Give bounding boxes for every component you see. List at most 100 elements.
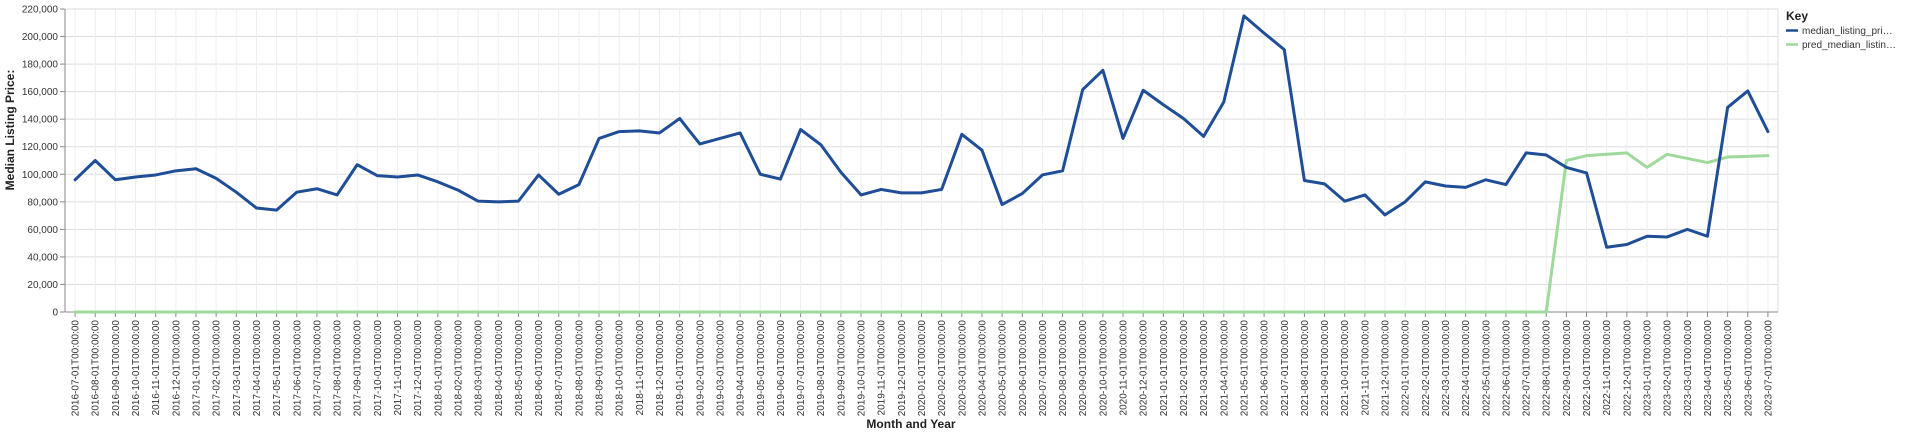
y-tick-label: 60,000 bbox=[27, 225, 58, 236]
series-line-median-listing-pri bbox=[73, 14, 1770, 249]
x-tick-label: 2019-08-01T00:00:00 bbox=[816, 320, 827, 417]
x-tick-label: 2018-06-01T00:00:00 bbox=[534, 320, 545, 417]
x-tick-label: 2022-06-01T00:00:00 bbox=[1501, 320, 1512, 417]
x-tick-label: 2019-05-01T00:00:00 bbox=[756, 320, 767, 417]
x-tick-label: 2018-02-01T00:00:00 bbox=[453, 320, 464, 417]
x-tick-label: 2019-02-01T00:00:00 bbox=[695, 320, 706, 417]
x-tick-label: 2018-12-01T00:00:00 bbox=[655, 320, 666, 417]
x-tick-label: 2022-02-01T00:00:00 bbox=[1421, 320, 1432, 417]
y-tick-label: 160,000 bbox=[22, 87, 59, 98]
x-tick-label: 2019-01-01T00:00:00 bbox=[675, 320, 686, 417]
x-tick-label: 2022-12-01T00:00:00 bbox=[1622, 320, 1633, 417]
x-tick-label: 2023-04-01T00:00:00 bbox=[1703, 320, 1714, 417]
x-tick-label: 2021-01-01T00:00:00 bbox=[1159, 320, 1170, 417]
x-tick-label: 2023-05-01T00:00:00 bbox=[1723, 320, 1734, 417]
x-tick-label: 2017-12-01T00:00:00 bbox=[413, 320, 424, 417]
x-tick-label: 2021-08-01T00:00:00 bbox=[1300, 320, 1311, 417]
x-tick-label: 2022-07-01T00:00:00 bbox=[1522, 320, 1533, 417]
x-tick-label: 2022-10-01T00:00:00 bbox=[1582, 320, 1593, 417]
x-tick-label: 2020-11-01T00:00:00 bbox=[1119, 320, 1130, 416]
x-tick-label: 2020-07-01T00:00:00 bbox=[1038, 320, 1049, 417]
x-tick-label: 2017-05-01T00:00:00 bbox=[272, 320, 283, 417]
x-tick-label: 2020-10-01T00:00:00 bbox=[1098, 320, 1109, 417]
x-tick-label: 2016-08-01T00:00:00 bbox=[91, 320, 102, 417]
x-tick-label: 2016-11-01T00:00:00 bbox=[151, 320, 162, 416]
x-tick-label: 2022-05-01T00:00:00 bbox=[1481, 320, 1492, 417]
x-tick-label: 2021-06-01T00:00:00 bbox=[1260, 320, 1271, 417]
x-tick-label: 2023-01-01T00:00:00 bbox=[1643, 320, 1654, 417]
series-line-pred-median-listin bbox=[73, 151, 1770, 314]
x-tick-label: 2019-06-01T00:00:00 bbox=[776, 320, 787, 417]
x-tick-label: 2020-05-01T00:00:00 bbox=[998, 320, 1009, 417]
x-tick-label: 2017-09-01T00:00:00 bbox=[353, 320, 364, 417]
x-tick-label: 2022-08-01T00:00:00 bbox=[1542, 320, 1553, 417]
x-tick-label: 2023-07-01T00:00:00 bbox=[1763, 320, 1774, 417]
x-tick-label: 2021-02-01T00:00:00 bbox=[1179, 320, 1190, 417]
x-tick-label: 2022-04-01T00:00:00 bbox=[1461, 320, 1472, 417]
x-tick-label: 2016-09-01T00:00:00 bbox=[111, 320, 122, 417]
y-tick-label: 0 bbox=[52, 308, 58, 319]
x-tick-label: 2021-03-01T00:00:00 bbox=[1199, 320, 1210, 417]
x-tick-label: 2020-01-01T00:00:00 bbox=[917, 320, 928, 417]
x-tick-label: 2016-10-01T00:00:00 bbox=[131, 320, 142, 417]
x-tick-label: 2021-11-01T00:00:00 bbox=[1360, 320, 1371, 416]
x-tick-label: 2021-10-01T00:00:00 bbox=[1340, 320, 1351, 417]
x-tick-label: 2020-08-01T00:00:00 bbox=[1058, 320, 1069, 417]
x-tick-label: 2017-08-01T00:00:00 bbox=[333, 320, 344, 417]
x-tick-label: 2023-06-01T00:00:00 bbox=[1743, 320, 1754, 417]
x-tick-label: 2019-11-01T00:00:00 bbox=[877, 320, 888, 416]
x-tick-label: 2017-06-01T00:00:00 bbox=[292, 320, 303, 417]
series-lines bbox=[73, 14, 1770, 314]
x-tick-label: 2022-11-01T00:00:00 bbox=[1602, 320, 1613, 416]
x-tick-label: 2019-09-01T00:00:00 bbox=[836, 320, 847, 417]
legend-label: pred_median_listin… bbox=[1802, 40, 1896, 51]
x-tick-label: 2021-09-01T00:00:00 bbox=[1320, 320, 1331, 417]
x-tick-label: 2017-10-01T00:00:00 bbox=[373, 320, 384, 417]
y-axis-title: Median Listing Price: bbox=[3, 70, 17, 191]
x-tick-label: 2017-03-01T00:00:00 bbox=[232, 320, 243, 417]
y-tick-label: 140,000 bbox=[22, 115, 59, 126]
x-tick-label: 2021-07-01T00:00:00 bbox=[1280, 320, 1291, 417]
x-tick-label: 2018-03-01T00:00:00 bbox=[474, 320, 485, 417]
x-tick-label: 2017-04-01T00:00:00 bbox=[252, 320, 263, 417]
x-tick-label: 2018-05-01T00:00:00 bbox=[514, 320, 525, 417]
x-tick-label: 2018-11-01T00:00:00 bbox=[635, 320, 646, 416]
legend-label: median_listing_pri… bbox=[1802, 26, 1893, 37]
x-tick-label: 2020-06-01T00:00:00 bbox=[1018, 320, 1029, 417]
x-tick-label: 2022-03-01T00:00:00 bbox=[1441, 320, 1452, 417]
x-tick-label: 2016-12-01T00:00:00 bbox=[171, 320, 182, 417]
x-tick-label: 2018-08-01T00:00:00 bbox=[574, 320, 585, 417]
y-tick-label: 100,000 bbox=[22, 170, 59, 181]
y-tick-label: 40,000 bbox=[27, 252, 58, 263]
x-tick-label: 2019-12-01T00:00:00 bbox=[897, 320, 908, 417]
y-tick-label: 180,000 bbox=[22, 60, 59, 71]
y-tick-label: 80,000 bbox=[27, 197, 58, 208]
y-tick-label: 200,000 bbox=[22, 32, 59, 43]
x-tick-label: 2021-12-01T00:00:00 bbox=[1381, 320, 1392, 417]
y-tick-label: 20,000 bbox=[27, 280, 58, 291]
x-tick-label: 2020-12-01T00:00:00 bbox=[1139, 320, 1150, 417]
x-tick-label: 2023-02-01T00:00:00 bbox=[1663, 320, 1674, 417]
x-tick-label: 2017-11-01T00:00:00 bbox=[393, 320, 404, 416]
x-tick-label: 2016-07-01T00:00:00 bbox=[71, 320, 82, 417]
x-tick-label: 2023-03-01T00:00:00 bbox=[1683, 320, 1694, 417]
x-tick-label: 2020-03-01T00:00:00 bbox=[957, 320, 968, 417]
x-tick-label: 2018-07-01T00:00:00 bbox=[554, 320, 565, 417]
x-tick-label: 2017-02-01T00:00:00 bbox=[212, 320, 223, 417]
legend-title: Key bbox=[1786, 9, 1808, 23]
legend: Key median_listing_pri… pred_median_listi… bbox=[1786, 9, 1896, 51]
x-tick-label: 2022-01-01T00:00:00 bbox=[1401, 320, 1412, 417]
x-tick-label: 2018-01-01T00:00:00 bbox=[433, 320, 444, 417]
x-tick-label: 2019-03-01T00:00:00 bbox=[715, 320, 726, 417]
y-tick-label: 220,000 bbox=[22, 5, 59, 16]
y-tick-label: 120,000 bbox=[22, 142, 59, 153]
x-tick-label: 2020-09-01T00:00:00 bbox=[1078, 320, 1089, 417]
x-tick-label: 2020-04-01T00:00:00 bbox=[977, 320, 988, 417]
x-tick-label: 2019-04-01T00:00:00 bbox=[736, 320, 747, 417]
x-tick-label: 2018-09-01T00:00:00 bbox=[595, 320, 606, 417]
x-tick-label: 2017-07-01T00:00:00 bbox=[312, 320, 323, 417]
axes: 0 20,000 40,000 60,000 80,000 100,000 120,000 1… bbox=[22, 5, 1779, 417]
x-tick-label: 2018-10-01T00:00:00 bbox=[615, 320, 626, 417]
